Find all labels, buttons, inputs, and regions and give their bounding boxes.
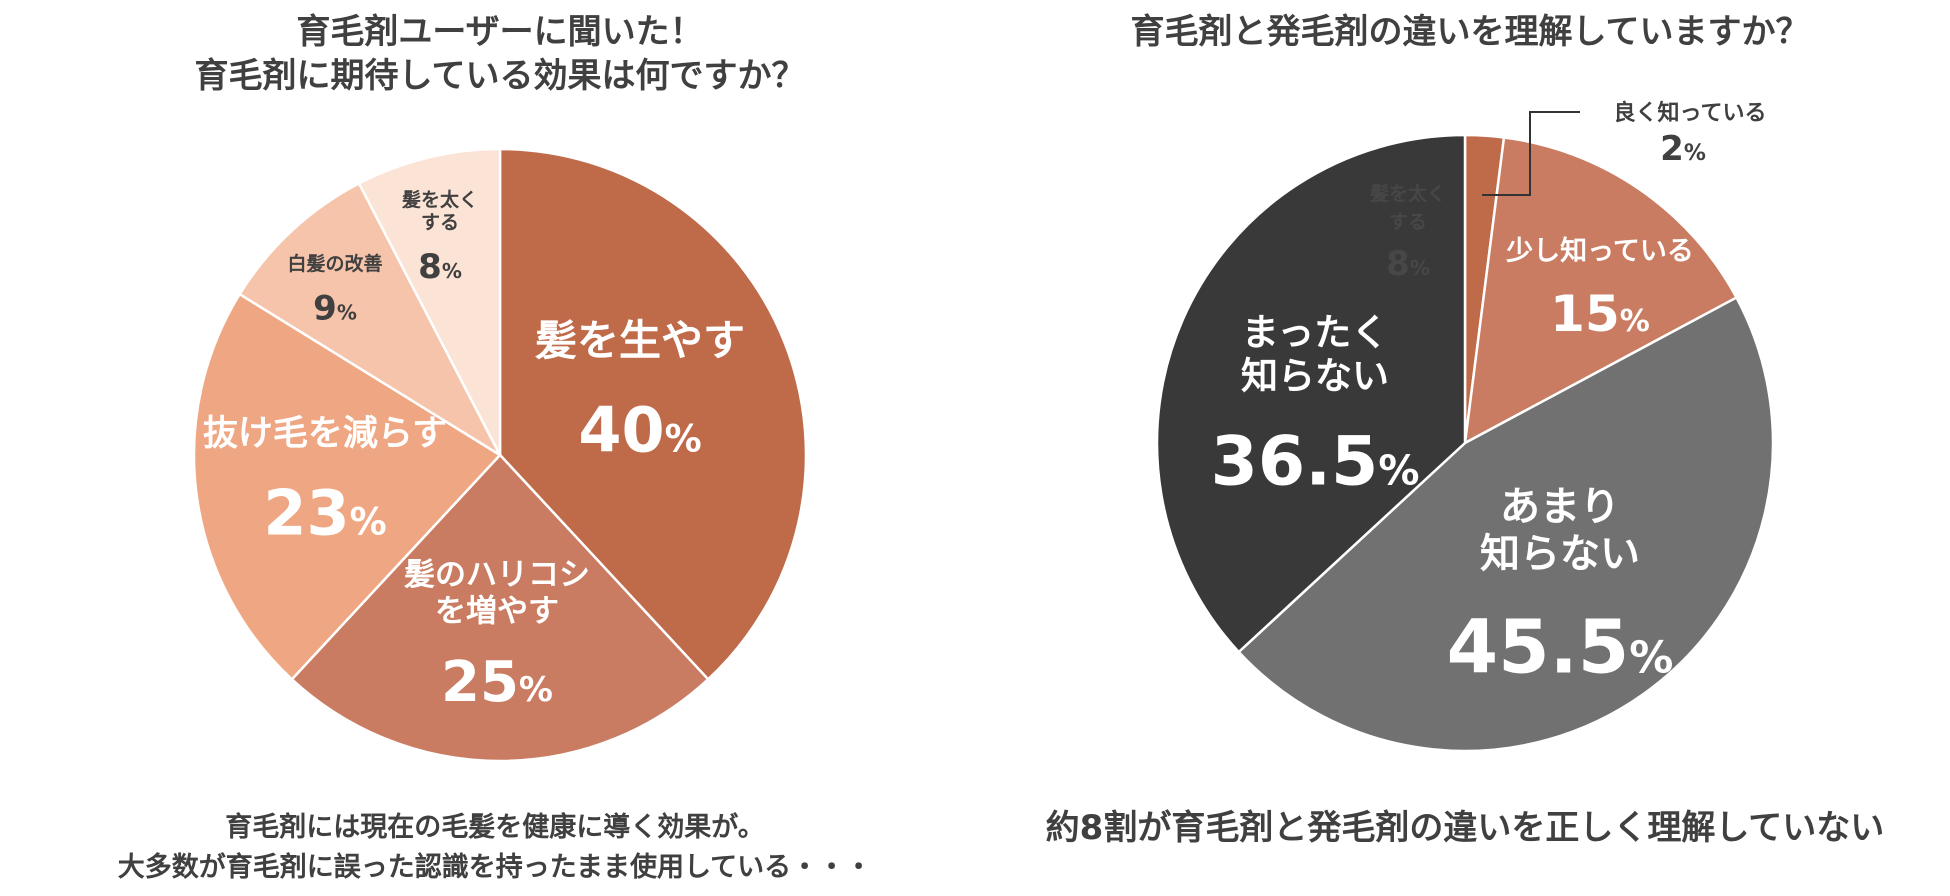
- chart2-label-1-line-1: 良く知っている: [1614, 100, 1767, 126]
- chart2-slice-2: [1463, 136, 1739, 446]
- chart1-title-line2: 育毛剤に期待している効果は何ですか？: [194, 56, 806, 96]
- chart1-label-1-line-1: 髪を生やす: [535, 316, 745, 365]
- chart1-value-2: 25%: [441, 650, 553, 715]
- chart1-value-4: 9%: [313, 288, 357, 328]
- chart2-slice-3: [1236, 295, 1775, 753]
- chart1-label-2-line-1: 髪のハリコシ: [404, 557, 590, 593]
- chart1-value-3: 23%: [263, 477, 386, 550]
- chart1-label-2-line-2: を増やす: [435, 594, 559, 630]
- chart2-ghost-value: 8%: [1386, 244, 1430, 284]
- chart2-value-1: 2%: [1660, 129, 1706, 169]
- chart1-slice-2: [290, 453, 710, 763]
- chart1-caption: 育毛剤には現在の毛髪を健康に導く効果が。 大多数が育毛剤に誤った認識を持ったまま…: [30, 808, 960, 888]
- chart2-caption-line1: 約8割が育毛剤と発毛剤の違いを正しく理解していない: [1045, 808, 1885, 848]
- chart1-title: 育毛剤ユーザーに聞いた！ 育毛剤に期待している効果は何ですか？: [130, 10, 870, 98]
- chart1-slice-5: [357, 147, 502, 456]
- chart1-label-3: 抜け毛を減らす 23%: [203, 414, 447, 550]
- chart2-label-2: 少し知っている 15%: [1506, 236, 1694, 343]
- chart1-label-3-line-1: 抜け毛を減らす: [203, 414, 447, 454]
- chart2-value-2: 15%: [1550, 285, 1650, 343]
- chart1-slices: [192, 147, 808, 763]
- chart2-label-2-line-1: 少し知っている: [1506, 236, 1694, 267]
- chart1-label-5-line-2: する: [421, 211, 459, 233]
- chart2-callout: 良く知っている 2%: [1482, 100, 1767, 196]
- chart2-value-3: 45.5%: [1447, 604, 1674, 690]
- chart1-slice-4: [237, 181, 504, 459]
- chart1-value-1: 40%: [578, 394, 701, 467]
- chart1-label-4-line-1: 白髪の改善: [287, 252, 382, 275]
- chart1-value-5: 8%: [418, 247, 462, 287]
- chart1-slice-1: [498, 147, 808, 682]
- chart1-title-line1: 育毛剤ユーザーに聞いた！: [296, 12, 704, 52]
- chart1-label-5-line-1: 髪を太く: [401, 188, 478, 211]
- chart2-title-line1: 育毛剤と発毛剤の違いを理解していますか？: [1130, 12, 1810, 52]
- chart1-caption-line1: 育毛剤には現在の毛髪を健康に導く効果が。: [225, 812, 765, 843]
- chart1-caption-line2: 大多数が育毛剤に誤った認識を持ったまま使用している・・・: [117, 852, 873, 883]
- chart1-label-1: 髪を生やす 40%: [535, 316, 745, 467]
- chart2-label-4-line-1: まったく: [1242, 311, 1389, 354]
- chart1-label-4: 白髪の改善 9%: [287, 252, 382, 328]
- chart2-label-3-line-2: 知らない: [1480, 531, 1640, 577]
- chart2-value-4: 36.5%: [1211, 423, 1420, 502]
- chart2-ghost-text-1: 髪を太く: [1369, 182, 1446, 205]
- chart2-label-3-line-1: あまり: [1500, 484, 1620, 530]
- chart2-callout-line: [1482, 111, 1580, 196]
- chart2-ghost-text-2: する: [1389, 211, 1427, 233]
- chart2-label-4-line-2: 知らない: [1241, 355, 1389, 398]
- chart2-caption: 約8割が育毛剤と発毛剤の違いを正しく理解していない: [1000, 805, 1930, 851]
- chart1-slice-3: [192, 292, 502, 682]
- chart2-slice-4: [1155, 133, 1467, 654]
- chart2-slices: [1155, 133, 1775, 753]
- chart2-title: 育毛剤と発毛剤の違いを理解していますか？: [1060, 10, 1880, 54]
